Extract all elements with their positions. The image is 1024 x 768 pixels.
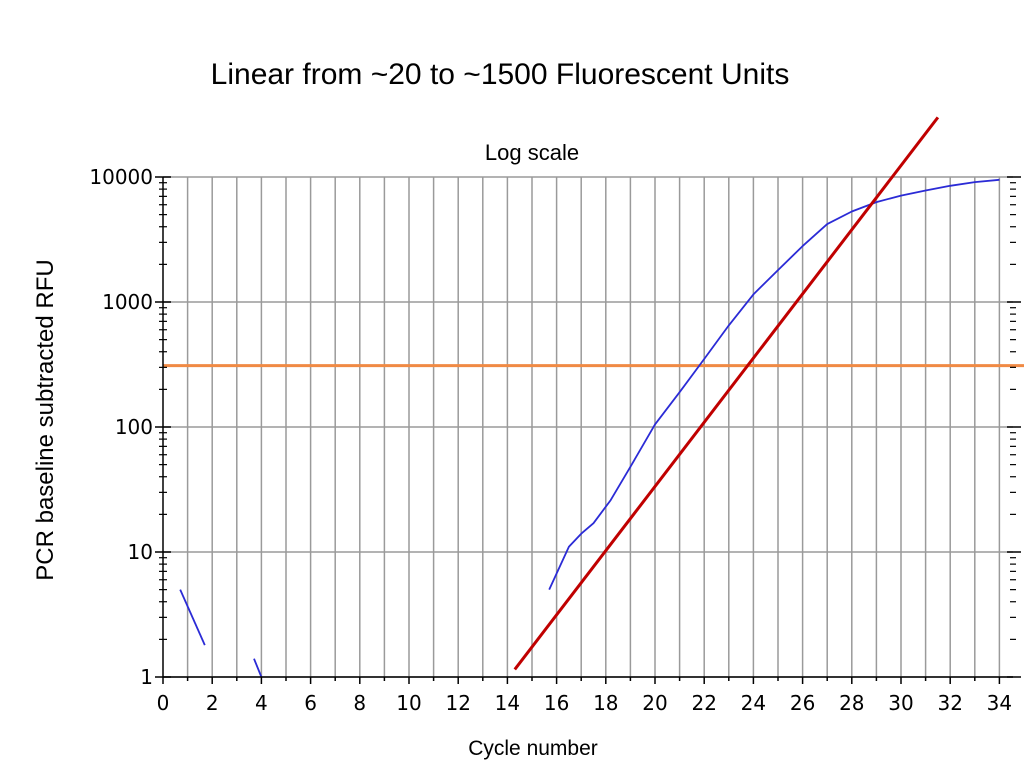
x-tick-label: 30 [888,691,913,715]
y-axis-label: PCR baseline subtracted RFU [32,259,59,580]
x-tick-label: 4 [255,691,268,715]
y-tick-label: 1000 [102,290,153,314]
x-tick-label: 20 [642,691,667,715]
amplification-curve-segment [179,589,206,646]
x-axis-label: Cycle number [468,737,598,760]
exponential-fit-line [513,116,940,671]
amplification-curve-segment [253,658,263,678]
y-tick-label: 100 [115,415,153,439]
amplification-curve-segment [548,178,1000,590]
x-tick-label: 10 [396,691,421,715]
x-tick-label: 24 [741,691,766,715]
y-tick-label: 10000 [89,165,153,189]
x-tick-label: 32 [937,691,962,715]
x-tick-label: 12 [445,691,470,715]
x-tick-label: 28 [839,691,864,715]
grid [163,176,1013,678]
y-tick-label: 1 [140,665,153,689]
plot-title: Log scale [485,140,579,165]
x-tick-label: 2 [206,691,219,715]
x-tick-label: 16 [544,691,569,715]
x-tick-label: 34 [987,691,1012,715]
x-tick-label: 6 [304,691,317,715]
x-tick-label: 8 [353,691,366,715]
tick-labels: 0 2 4 6 8 10 12 14 16 18 20 22 24 26 28 30 32 34110100100… [89,165,1012,715]
x-tick-label: 18 [593,691,618,715]
x-tick-label: 0 [157,691,170,715]
curve-layer [179,178,1000,678]
x-tick-label: 14 [495,691,520,715]
x-tick-label: 26 [790,691,815,715]
fit-layer [513,116,940,671]
slide-title: Linear from ~20 to ~1500 Fluorescent Uni… [211,58,790,91]
axes [155,176,1021,684]
x-tick-label: 22 [691,691,716,715]
y-tick-label: 10 [128,540,153,564]
